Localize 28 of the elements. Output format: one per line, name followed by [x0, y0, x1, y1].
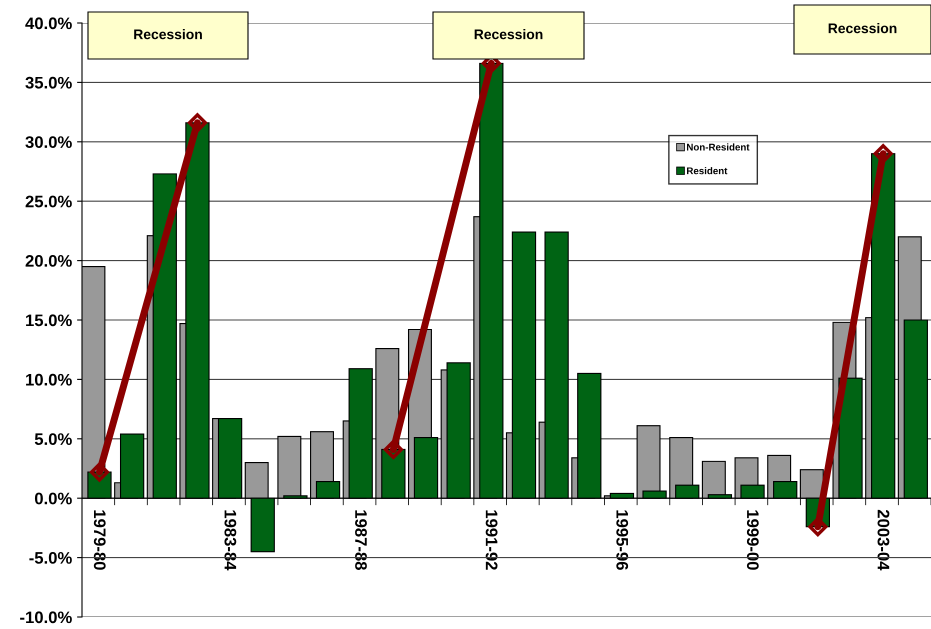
point: [188, 113, 208, 132]
y-tick-label: 0.0%: [34, 492, 72, 504]
x-tick-label: 2003-04: [878, 510, 890, 570]
y-tick-label: 5.0%: [34, 433, 72, 446]
x-tick-label: 1983-84: [224, 510, 236, 570]
y-tick-label: 25.0%: [26, 196, 72, 208]
y-tick-label: 10.0%: [26, 374, 72, 386]
legend-label: Non-Resident: [687, 143, 750, 151]
x-tick-label: 1999-00: [746, 510, 759, 570]
point: [90, 462, 110, 482]
point: [808, 517, 828, 536]
x-tick-label: 1979-80: [94, 510, 106, 570]
x-tick-label: 1995-96: [616, 510, 628, 570]
annotation: Recession: [828, 23, 896, 34]
annotation: Recession: [474, 29, 542, 40]
x-tick-label: 1987-88: [355, 510, 367, 570]
y-tick-label: 20.0%: [26, 255, 72, 267]
y-tick-label: 40.0%: [25, 17, 72, 30]
y-tick-label: -5.0%: [29, 552, 72, 564]
y-tick-label: -10.0%: [20, 611, 72, 624]
y-tick-label: 15.0%: [26, 314, 72, 326]
x-tick-label: 1991-92: [486, 510, 498, 570]
y-tick-label: 30.0%: [25, 136, 72, 148]
annotation: Recession: [134, 29, 202, 40]
y-tick-label: 35.0%: [25, 76, 72, 89]
point: [384, 440, 403, 460]
point: [874, 144, 893, 164]
legend-label: Resident: [687, 167, 728, 174]
